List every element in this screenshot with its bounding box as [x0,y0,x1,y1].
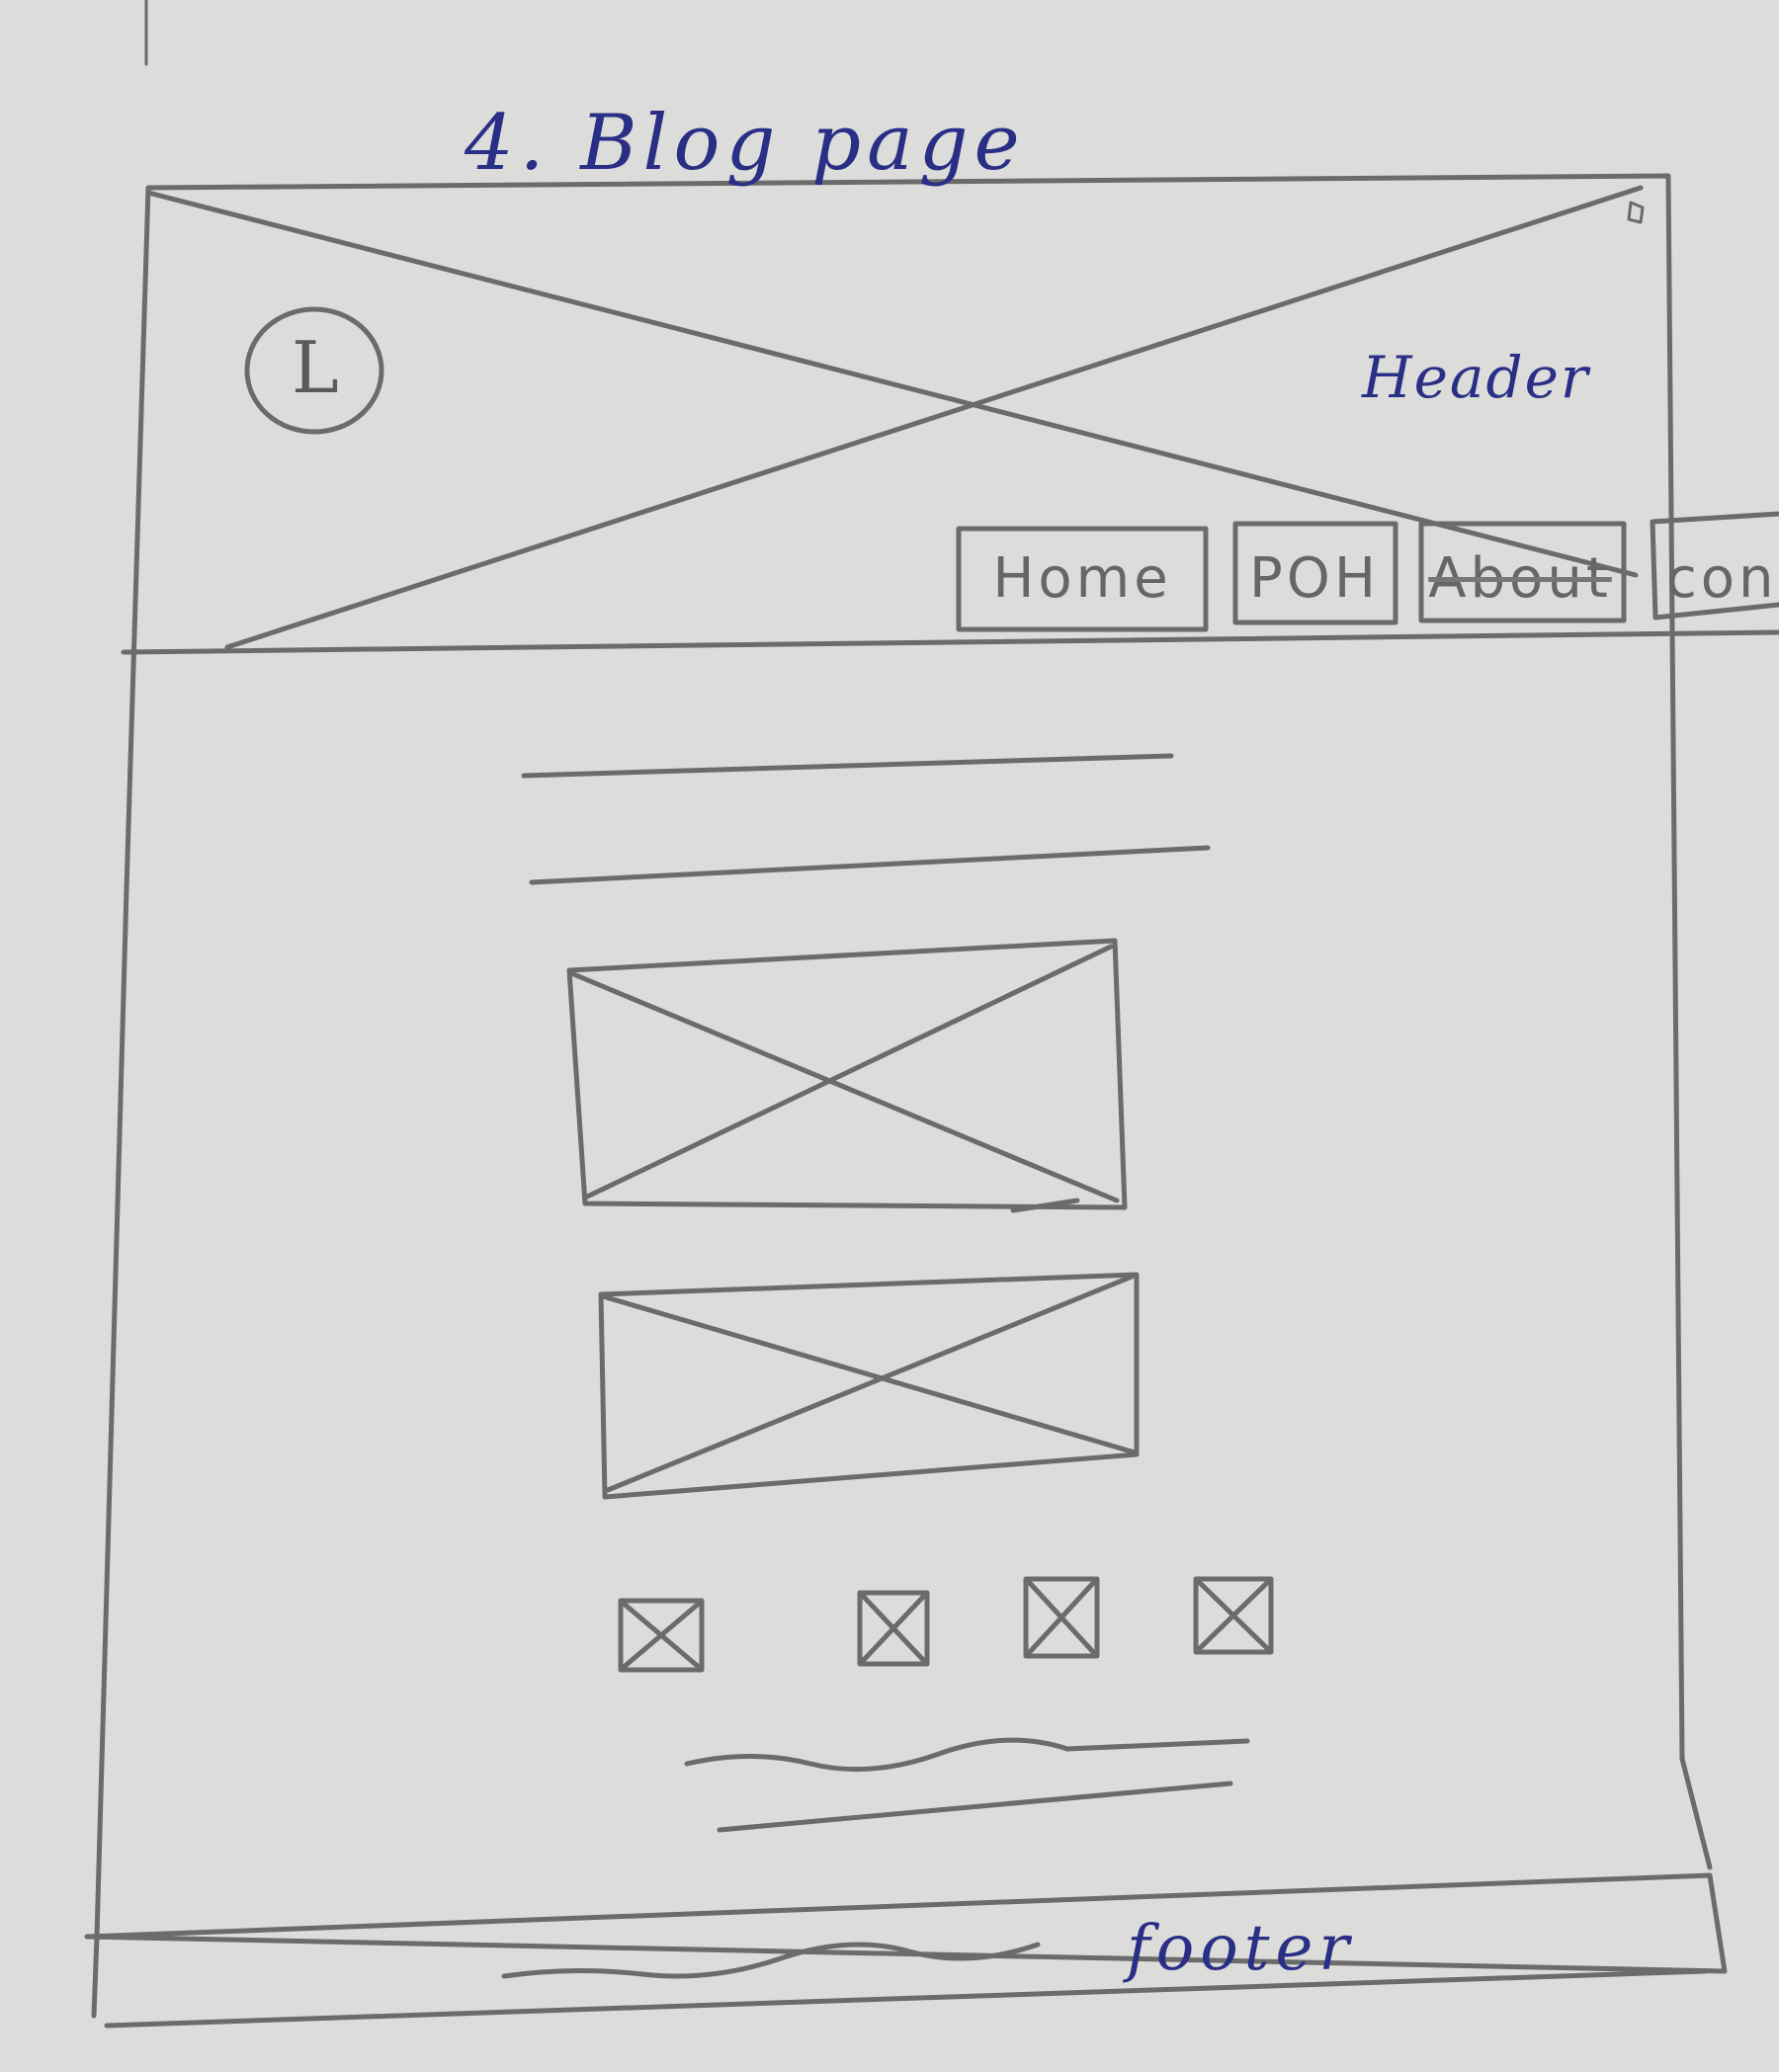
page-title: 4. Blog page [465,99,1026,188]
header-label: Header [1362,344,1590,411]
text-line-wavy [684,1737,1250,1773]
footer-text-line [501,1942,1041,1979]
icon-placeholder-3 [1023,1576,1100,1659]
nav-box-poh [1232,521,1398,625]
text-line [717,1781,1233,1833]
nav-home-label: Home [992,545,1172,611]
nav-about-label: About [1428,545,1612,611]
text-line [529,845,1211,885]
footer-label: footer [1127,1912,1355,1985]
nav-box-about [1418,521,1627,623]
nav-contact[interactable]: con [1651,529,1779,627]
header-bottom-border [121,629,1779,655]
icon-placeholder-1 [618,1598,705,1673]
nav-contact-label: con [1666,545,1778,611]
footer-frame [84,1872,1728,2029]
nav-poh[interactable]: POH [1235,529,1394,627]
nav-box-home [956,526,1209,632]
text-line [521,753,1174,779]
icon-placeholder-2 [857,1590,930,1667]
nav-home[interactable]: Home [959,529,1206,627]
logo-letter: L [292,326,339,409]
nav-about[interactable]: About [1421,529,1619,627]
nav-poh-label: POH [1249,545,1380,611]
logo-icon [244,306,384,435]
icon-placeholder-4 [1193,1576,1274,1655]
header-image-placeholder [145,185,1645,650]
image-placeholder-2 [598,1272,1140,1500]
page-frame [91,173,1713,2019]
nav-box-con [1650,511,1779,621]
image-placeholder-1 [566,938,1128,1213]
